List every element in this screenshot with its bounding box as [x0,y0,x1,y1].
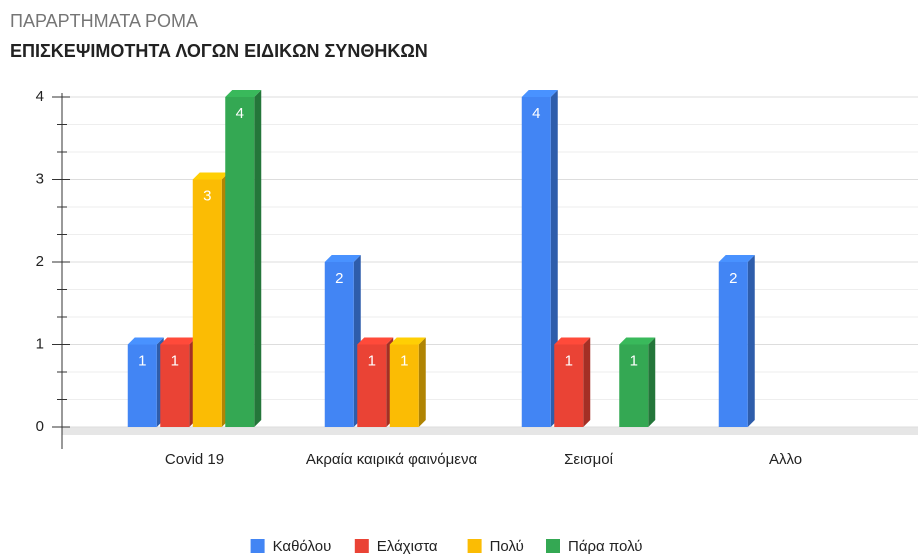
chart-subtitle: ΕΠΙΣΚΕΨΙΜΟΤΗΤΑ ΛΟΓΩΝ ΕΙΔΙΚΩΝ ΣΥΝΘΗΚΩΝ [10,41,428,61]
bar [357,337,394,427]
data-label: 1 [368,352,376,369]
data-label: 2 [335,270,343,287]
bar-face [418,337,426,427]
bar-face [254,90,262,427]
chart-title: ΠΑΡΑΡΤΗΜΑΤΑ ΡΟΜΑ [10,11,198,31]
bar-face [718,255,755,262]
bar-face [554,344,584,427]
bar [718,255,755,427]
bar-face [192,172,229,180]
data-label: 4 [236,105,244,122]
bar-face [160,344,190,427]
y-tick-label: 1 [36,335,44,352]
bar [127,337,164,427]
legend-swatch [354,539,369,553]
bar [619,337,656,427]
bar-face [324,262,354,427]
bar-face [160,337,197,345]
bar-face [357,344,387,427]
data-label: 1 [565,352,573,369]
y-tick-label: 4 [36,88,44,105]
legend-label: Πολύ [490,538,524,555]
legend-label: Ελάχιστα [377,538,438,555]
bar-face [521,97,551,427]
x-tick-label: Ακραία καιρικά φαινόμενα [306,451,478,468]
y-tick-label: 0 [36,418,44,435]
y-tick-label: 3 [36,170,44,187]
legend-label: Πάρα πολύ [568,538,642,555]
bar [324,255,361,427]
bar-face [747,255,755,427]
y-tick-label: 2 [36,253,44,270]
data-label: 3 [203,187,211,204]
bar-face [389,344,419,427]
data-label: 1 [138,352,146,369]
data-label: 4 [532,105,540,122]
bar-face [554,337,591,345]
bar [192,172,229,427]
data-label: 2 [729,270,737,287]
floor [62,427,918,435]
bar [389,337,426,427]
bar-face [324,255,361,262]
data-label: 1 [400,352,408,369]
bar [225,90,262,427]
bar-face [619,344,649,427]
bar-face [718,262,748,427]
bar-face [583,337,591,427]
bar [554,337,591,427]
bar-face [127,344,157,427]
bar [160,337,197,427]
bar-face [521,90,558,97]
bar-face [127,337,164,345]
x-tick-label: Covid 19 [165,451,224,468]
bar-face [389,337,426,345]
legend-swatch [250,539,265,553]
bar-face [225,90,262,97]
legend-swatch [546,539,560,553]
bar-face [619,337,656,345]
x-tick-label: Σεισμοί [564,451,614,468]
x-tick-label: Αλλο [769,451,802,468]
bar-face [192,179,222,427]
bar [521,90,558,427]
data-label: 1 [171,352,179,369]
data-label: 1 [630,352,638,369]
legend-label: Καθόλου [273,538,332,555]
bar-face [225,97,255,427]
bar-face [357,337,394,345]
legend-swatch [467,539,482,553]
bar-face [648,337,656,427]
